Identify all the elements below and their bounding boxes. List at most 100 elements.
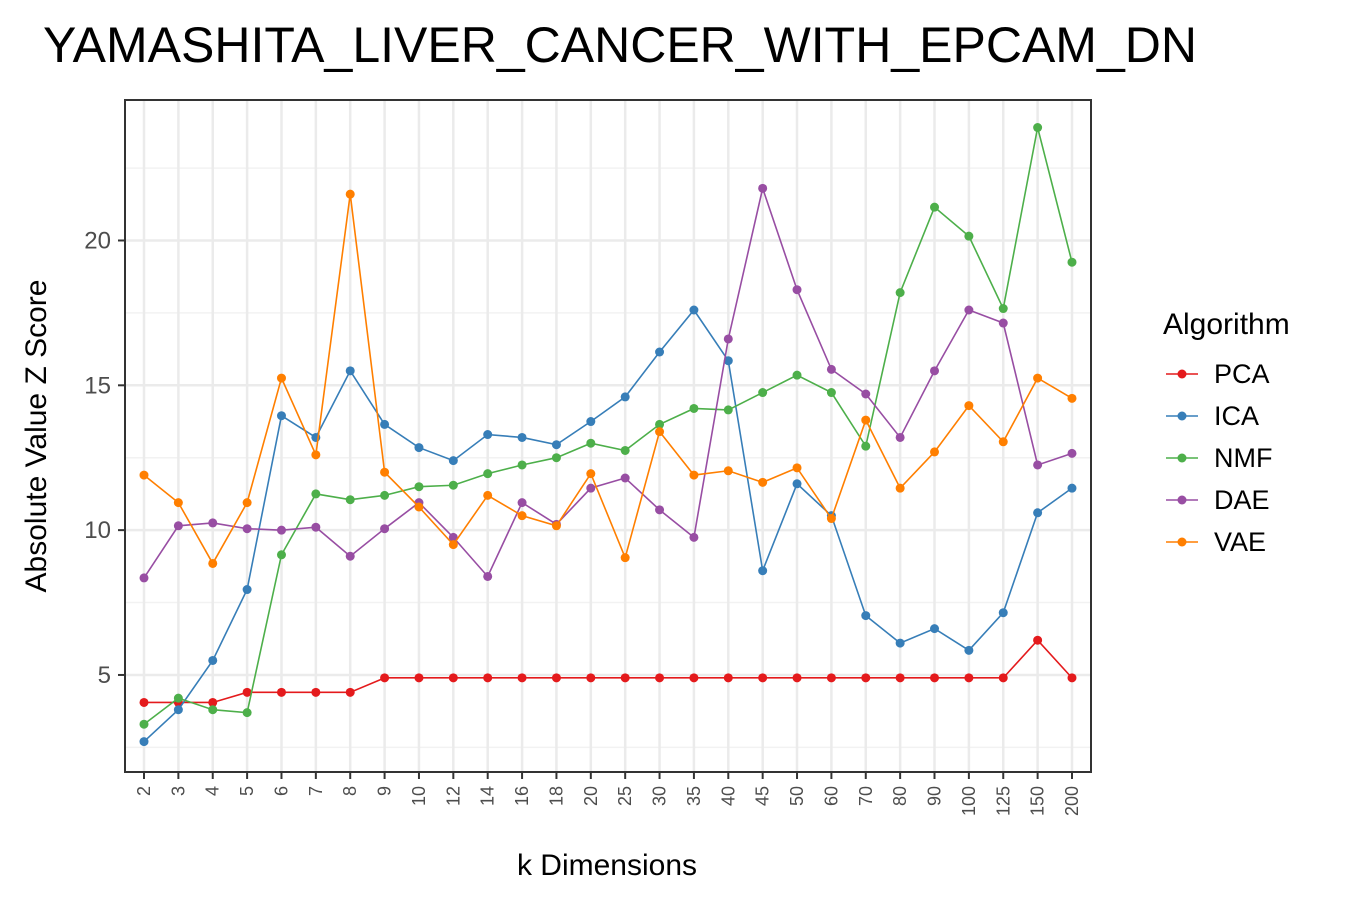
y-tick-label: 10 bbox=[84, 517, 111, 544]
data-point-nmf bbox=[930, 202, 940, 212]
legend-label: ICA bbox=[1214, 401, 1259, 431]
data-point-nmf bbox=[861, 441, 871, 451]
x-tick-label: 80 bbox=[890, 786, 910, 806]
x-tick-label: 9 bbox=[375, 786, 395, 796]
data-point-nmf bbox=[689, 403, 699, 413]
data-point-ica bbox=[551, 440, 561, 450]
data-point-vae bbox=[1033, 373, 1043, 383]
legend-item-nmf: NMF bbox=[1166, 443, 1272, 473]
data-point-ica bbox=[964, 645, 974, 655]
y-tick-label: 5 bbox=[98, 662, 111, 689]
data-point-nmf bbox=[586, 438, 596, 448]
data-point-pca bbox=[826, 673, 836, 683]
data-point-pca bbox=[930, 673, 940, 683]
series-line-vae bbox=[143, 194, 1073, 566]
data-point-ica bbox=[483, 430, 493, 440]
data-point-ica bbox=[586, 417, 596, 427]
data-point-dae bbox=[792, 285, 802, 295]
data-point-pca bbox=[311, 687, 321, 697]
data-point-pca bbox=[242, 687, 252, 697]
data-point-nmf bbox=[380, 490, 390, 500]
data-point-dae bbox=[1033, 460, 1043, 470]
data-point-pca bbox=[998, 673, 1008, 683]
y-axis-title: Absolute Value Z Score bbox=[20, 280, 53, 593]
data-point-dae bbox=[689, 532, 699, 542]
data-point-vae bbox=[758, 477, 768, 487]
data-point-ica bbox=[173, 705, 183, 715]
data-point-ica bbox=[930, 624, 940, 634]
data-point-dae bbox=[139, 573, 149, 583]
data-point-ica bbox=[895, 638, 905, 648]
data-point-nmf bbox=[551, 453, 561, 463]
data-point-dae bbox=[173, 521, 183, 531]
legend-key-point bbox=[1177, 369, 1187, 379]
data-point-vae bbox=[517, 511, 527, 521]
data-point-ica bbox=[276, 411, 286, 421]
data-point-vae bbox=[895, 483, 905, 493]
data-point-vae bbox=[414, 502, 424, 512]
data-point-ica bbox=[689, 305, 699, 315]
data-point-vae bbox=[483, 490, 493, 500]
data-point-nmf bbox=[998, 304, 1008, 314]
data-point-dae bbox=[242, 524, 252, 534]
x-tick-label: 90 bbox=[925, 786, 945, 806]
data-point-nmf bbox=[517, 460, 527, 470]
x-tick-label: 45 bbox=[753, 786, 773, 806]
data-point-ica bbox=[448, 456, 458, 466]
data-point-vae bbox=[1067, 393, 1077, 403]
x-axis-title: k Dimensions bbox=[517, 849, 697, 882]
series-line-ica bbox=[143, 308, 1073, 743]
data-point-dae bbox=[517, 498, 527, 508]
data-point-nmf bbox=[826, 388, 836, 398]
data-point-ica bbox=[380, 419, 390, 429]
data-point-ica bbox=[723, 356, 733, 366]
data-point-pca bbox=[895, 673, 905, 683]
data-point-nmf bbox=[345, 495, 355, 505]
data-point-dae bbox=[380, 524, 390, 534]
series-pca bbox=[139, 635, 1077, 707]
y-tick-label: 20 bbox=[84, 227, 111, 254]
data-point-vae bbox=[345, 189, 355, 199]
data-point-ica bbox=[208, 655, 218, 665]
data-point-pca bbox=[689, 673, 699, 683]
data-point-vae bbox=[689, 470, 699, 480]
data-point-dae bbox=[276, 525, 286, 535]
data-point-nmf bbox=[139, 719, 149, 729]
legend-label: NMF bbox=[1214, 443, 1272, 473]
data-point-pca bbox=[792, 673, 802, 683]
data-point-pca bbox=[483, 673, 493, 683]
data-point-nmf bbox=[448, 480, 458, 490]
data-point-pca bbox=[139, 697, 149, 707]
data-point-dae bbox=[345, 551, 355, 561]
data-point-nmf bbox=[655, 419, 665, 429]
data-point-ica bbox=[414, 443, 424, 453]
data-point-vae bbox=[861, 415, 871, 425]
legend: Algorithm PCA ICA NMF DAE VAE bbox=[1163, 308, 1290, 557]
x-tick-label: 18 bbox=[546, 786, 566, 806]
data-point-ica bbox=[1033, 508, 1043, 518]
data-point-nmf bbox=[964, 231, 974, 241]
x-tick-label: 16 bbox=[512, 786, 532, 806]
data-point-nmf bbox=[1067, 257, 1077, 267]
data-point-pca bbox=[620, 673, 630, 683]
data-point-vae bbox=[964, 401, 974, 411]
data-point-vae bbox=[242, 498, 252, 508]
data-point-dae bbox=[483, 571, 493, 581]
data-point-nmf bbox=[895, 288, 905, 298]
x-tick-label: 150 bbox=[1028, 786, 1048, 816]
x-tick-label: 8 bbox=[340, 786, 360, 796]
data-point-pca bbox=[448, 673, 458, 683]
x-tick-label: 50 bbox=[787, 786, 807, 806]
data-point-vae bbox=[998, 437, 1008, 447]
data-point-dae bbox=[208, 518, 218, 528]
data-point-nmf bbox=[173, 693, 183, 703]
data-point-ica bbox=[345, 366, 355, 376]
data-point-nmf bbox=[208, 705, 218, 715]
series-vae bbox=[139, 189, 1077, 568]
data-point-nmf bbox=[723, 405, 733, 415]
x-tick-label: 125 bbox=[993, 786, 1013, 816]
data-point-dae bbox=[758, 183, 768, 193]
data-point-dae bbox=[620, 473, 630, 483]
data-point-pca bbox=[964, 673, 974, 683]
